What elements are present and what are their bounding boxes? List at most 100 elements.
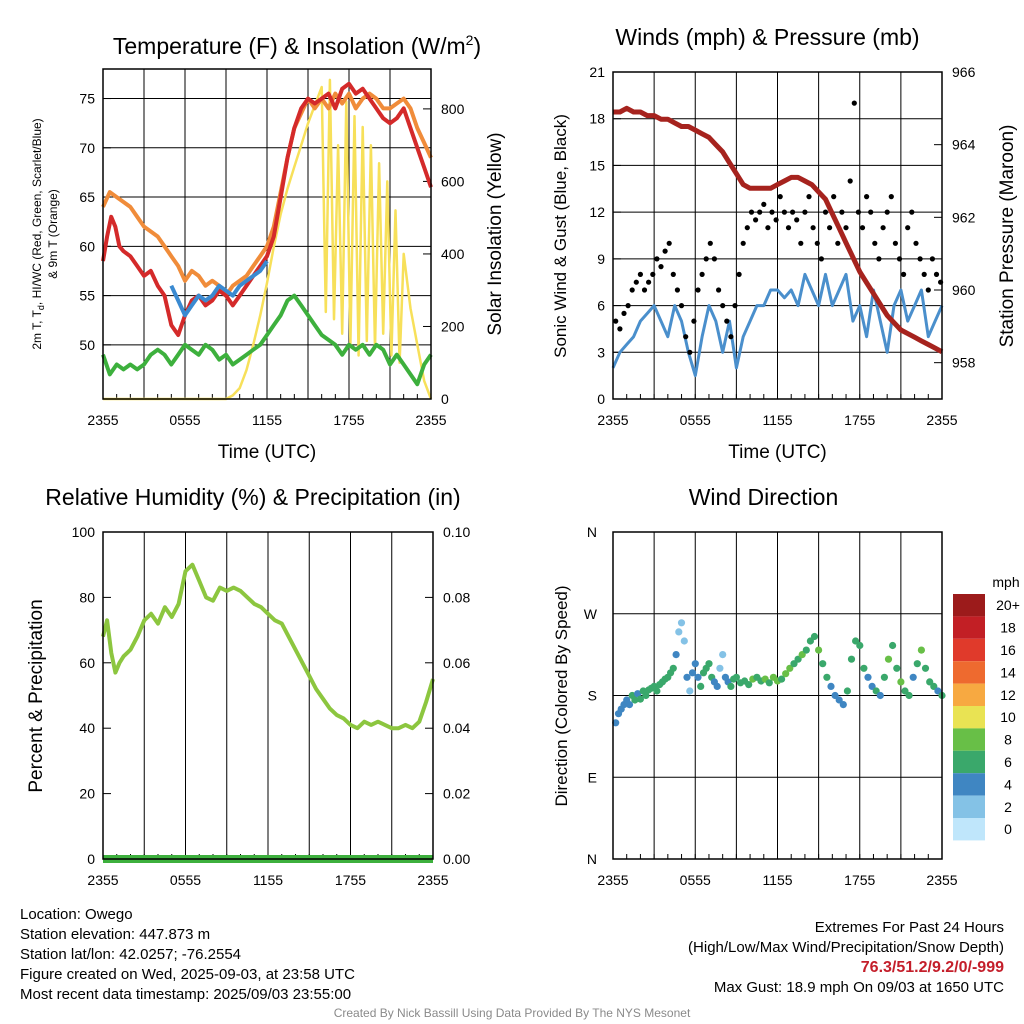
gust-point (646, 279, 652, 285)
extremes-subtitle: (High/Low/Max Wind/Precipitation/Snow De… (688, 939, 1004, 956)
elevation-text: Station elevation: 447.873 m (20, 926, 211, 943)
y-tick-label: 75 (79, 91, 95, 107)
colorbar-label: 16 (1000, 642, 1016, 658)
colorbar-label: 20+ (996, 597, 1020, 613)
winds-pressure-panel: 2355 0555 1155 1755 2355 0 3 6 9 12 15 18 21 958 960 96… (551, 24, 1018, 463)
y2-tick-label: 0 (441, 391, 449, 407)
x-tick-label: 0555 (680, 872, 711, 888)
y2-tick-label: 0.06 (443, 655, 470, 671)
gust-point (613, 318, 619, 324)
series-line-t-d (101, 293, 433, 387)
gust-point (909, 209, 915, 215)
x-tick-label: 1155 (762, 872, 792, 888)
y-tick-label: 65 (79, 189, 95, 205)
y-tick-label: 60 (79, 238, 95, 254)
gust-point (827, 225, 833, 231)
colorbar-swatch (953, 638, 985, 662)
extremes-values: 76.3/51.2/9.2/0/-999 (860, 959, 1004, 976)
credit-text: Created By Nick Bassill Using Data Provi… (333, 1006, 691, 1020)
gust-point (892, 240, 899, 246)
gust-point (617, 326, 623, 332)
x-tick-label: 2355 (926, 872, 957, 888)
x-axis-label: Time (UTC) (728, 442, 827, 463)
chart-title: Temperature (F) & Insolation (W/m2) (113, 32, 481, 59)
gust-point (929, 256, 936, 262)
colorbar-swatch (953, 661, 985, 684)
gust-point (678, 303, 685, 309)
direction-point (727, 682, 735, 691)
x-tick-label: 1155 (762, 412, 792, 428)
x-tick-label: 2355 (87, 872, 118, 888)
direction-point (897, 678, 905, 686)
x-tick-label: 2355 (597, 412, 628, 428)
y-axis-label-line2: & 9m T (Orange) (46, 189, 60, 279)
gust-point (843, 225, 849, 231)
colorbar-swatch (953, 616, 985, 639)
speed-colorbar: mph 20+ 18 16 14 12 10 8 6 4 2 0 (953, 574, 1020, 841)
direction-point (839, 701, 847, 709)
direction-point (686, 687, 694, 695)
gust-point (822, 209, 829, 215)
direction-point (802, 646, 810, 654)
gust-point (757, 209, 763, 215)
x-tick-label: 2355 (87, 412, 118, 428)
gust-point (691, 318, 697, 324)
gust-point (744, 225, 750, 231)
gust-point (921, 271, 927, 277)
plot-border (102, 531, 434, 860)
series-line-hi-wc (169, 259, 269, 318)
y2-tick-label: 960 (952, 282, 976, 298)
gust-point (777, 194, 783, 200)
gust-point (859, 225, 866, 231)
direction-point (672, 651, 680, 659)
plot-border (612, 531, 943, 860)
y-tick-label: 0 (597, 391, 605, 407)
y-tick-label: 21 (589, 64, 605, 80)
gust-point (707, 240, 713, 246)
gust-point (806, 194, 812, 200)
max-gust-text: Max Gust: 18.9 mph On 09/03 at 1650 UTC (713, 979, 1004, 996)
gust-point (925, 287, 931, 293)
direction-point (905, 691, 913, 700)
colorbar-label: 12 (1000, 687, 1016, 703)
extremes-info: Extremes For Past 24 Hours (High/Low/Max… (688, 918, 1004, 998)
gust-point (864, 194, 870, 200)
colorbar-label: 0 (1004, 821, 1012, 837)
direction-point (917, 646, 926, 654)
colorbar-label: 6 (1004, 754, 1012, 770)
gust-point (855, 209, 862, 215)
x-tick-label: 1755 (844, 412, 875, 428)
y2-tick-label: 0.00 (443, 851, 470, 867)
direction-point (713, 682, 721, 691)
y-axis-label: Sonic Wind & Gust (Blue, Black) (551, 114, 570, 358)
direction-point (868, 682, 876, 691)
y-tick-label: 0 (87, 851, 95, 867)
gust-point (851, 100, 857, 106)
gust-point (880, 225, 886, 231)
gust-point (724, 318, 730, 324)
y-tick-label: W (584, 606, 598, 622)
gust-point (810, 225, 816, 231)
gust-point (798, 240, 804, 246)
y-tick-label: N (587, 524, 597, 540)
gust-point (625, 303, 631, 309)
x-tick-label: 2355 (415, 412, 446, 428)
gust-point (703, 256, 709, 262)
humidity-precip-panel: 2355 0555 1155 1755 2355 0 20 40 60 80 100 0.00 0.02… (26, 484, 470, 888)
gust-point (876, 256, 882, 262)
y-tick-label: 6 (597, 298, 605, 314)
gust-point (794, 217, 800, 223)
y-tick-label: 18 (589, 111, 605, 127)
chart-title: Winds (mph) & Pressure (mb) (615, 24, 919, 50)
colorbar-swatch (953, 706, 985, 729)
x-tick-label: 2355 (597, 872, 628, 888)
gust-point (633, 279, 639, 285)
created-text: Figure created on Wed, 2025-09-03, at 23… (20, 966, 355, 983)
colorbar-label: 10 (1000, 709, 1016, 725)
gust-point (917, 256, 923, 262)
direction-point (694, 673, 702, 681)
gust-point (687, 349, 693, 355)
gust-point (888, 194, 894, 200)
